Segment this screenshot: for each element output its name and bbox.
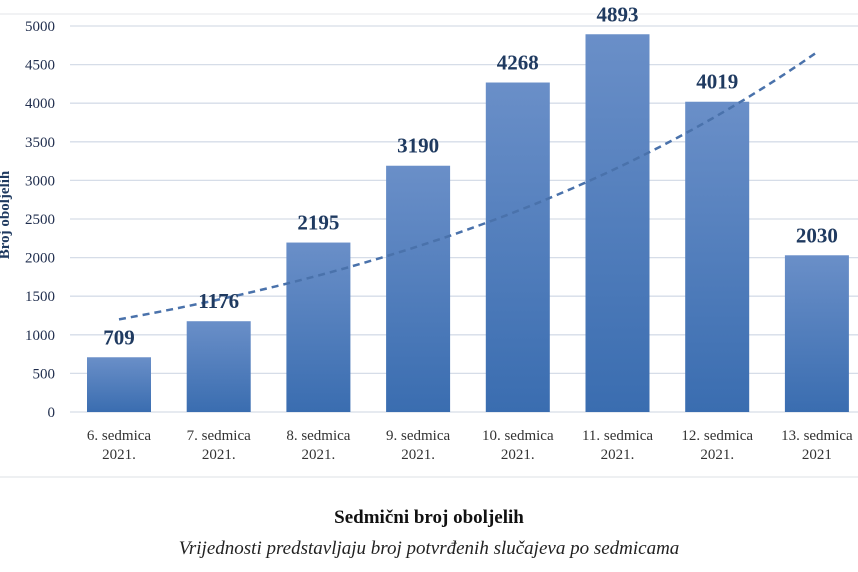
data-label: 4268 <box>497 51 539 75</box>
bar <box>386 165 451 412</box>
y-tick-label: 3500 <box>25 135 55 151</box>
x-tick-label: 2021. <box>501 447 535 463</box>
x-tick-label: 7. sedmica <box>187 428 251 444</box>
x-tick-label: 10. sedmica <box>482 428 554 444</box>
bar <box>685 101 750 412</box>
data-label: 709 <box>103 325 135 349</box>
bar <box>286 242 351 412</box>
bar <box>186 321 251 412</box>
data-label: 4893 <box>597 2 639 26</box>
data-label: 1176 <box>198 289 239 313</box>
bar <box>784 255 849 412</box>
chart-subtitle: Vrijednosti predstavljaju broj potvrđeni… <box>178 538 680 559</box>
bar <box>585 34 650 412</box>
y-axis-label: Broj oboljelih <box>0 170 13 259</box>
y-tick-label: 3000 <box>25 173 55 189</box>
bar-chart: 0 500 1000 1500 2000 2500 3000 3500 4000 4500 5000… <box>0 2 858 478</box>
x-tick-label: 12. sedmica <box>681 428 753 444</box>
x-tick-label: 2021. <box>202 447 236 463</box>
data-label: 2195 <box>297 211 339 235</box>
y-tick-label: 1000 <box>25 328 55 344</box>
x-tick-label: 2021 <box>802 447 832 463</box>
x-tick-label: 6. sedmica <box>87 428 151 444</box>
y-tick-label: 500 <box>33 366 56 382</box>
x-tick-label: 2021. <box>601 447 635 463</box>
y-tick-label: 5000 <box>25 19 55 35</box>
x-tick-label: 2021. <box>102 447 136 463</box>
y-tick-label: 2000 <box>25 251 55 267</box>
bar <box>485 82 550 412</box>
x-tick-label: 8. sedmica <box>286 428 350 444</box>
x-tick-label: 2021. <box>700 447 734 463</box>
y-tick-label: 4000 <box>25 96 55 112</box>
data-label: 3190 <box>397 134 439 158</box>
x-tick-label: 11. sedmica <box>582 428 653 444</box>
y-tick-label: 0 <box>48 405 56 421</box>
y-tick-label: 2500 <box>25 212 55 228</box>
y-tick-label: 4500 <box>25 58 55 74</box>
y-tick-label: 1500 <box>25 289 55 305</box>
x-tick-label: 2021. <box>401 447 435 463</box>
data-label: 4019 <box>696 70 738 94</box>
bar <box>87 357 151 412</box>
x-tick-label: 2021. <box>302 447 336 463</box>
chart-title: Sedmični broj oboljelih <box>334 507 524 528</box>
x-tick-label: 9. sedmica <box>386 428 450 444</box>
trendline <box>118 51 818 321</box>
data-label: 2030 <box>796 223 838 247</box>
x-tick-label: 13. sedmica <box>781 428 853 444</box>
